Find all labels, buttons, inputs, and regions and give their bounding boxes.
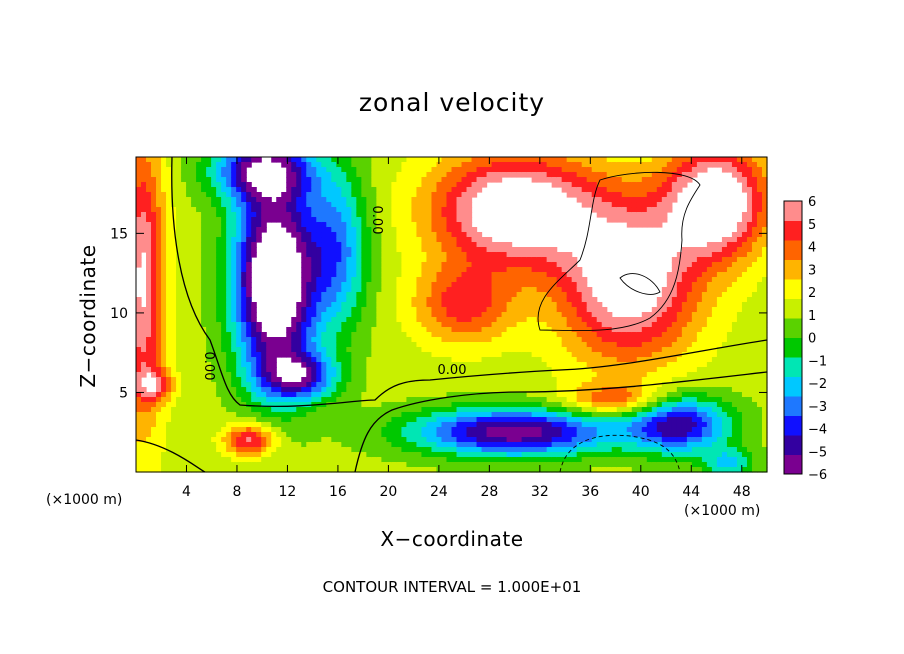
y-tick-label: 15 — [110, 226, 128, 242]
colorbar-swatch — [784, 337, 802, 358]
positive-contour — [619, 273, 661, 295]
x-tick-label: 16 — [329, 484, 347, 500]
x-tick-label: 28 — [480, 484, 498, 500]
colorbar-tick-label: 0 — [808, 332, 816, 347]
colorbar-swatch — [784, 318, 802, 338]
y-tick-label: 10 — [110, 306, 128, 322]
colorbar-swatch — [784, 376, 802, 397]
colorbar-swatch — [784, 279, 802, 299]
colorbar-swatch — [784, 220, 802, 241]
x-tick-label: 8 — [232, 484, 241, 500]
x-unit-label-left: (×1000 m) — [46, 492, 123, 508]
colorbar-swatch — [784, 454, 802, 475]
x-tick-label: 20 — [379, 484, 397, 500]
heatmap-field — [136, 157, 768, 473]
colorbar-swatch — [784, 259, 802, 280]
contour-interval-note: CONTOUR INTERVAL = 1.000E+01 — [322, 578, 582, 596]
colorbar-swatch — [784, 298, 802, 319]
x-tick-label: 44 — [682, 484, 700, 500]
colorbar-tick-label: 1 — [808, 309, 816, 324]
colorbar-swatch — [784, 435, 802, 455]
x-unit-label-right: (×1000 m) — [684, 503, 761, 519]
contour-label: 0.00 — [438, 363, 467, 378]
colorbar-tick-label: 2 — [808, 286, 816, 301]
colorbar-tick-label: −1 — [808, 354, 827, 369]
colorbar-tick-label: 5 — [808, 218, 816, 233]
x-tick-label: 32 — [531, 484, 549, 500]
contour-label: 0.00 — [201, 352, 216, 381]
chart-title: zonal velocity — [358, 88, 546, 117]
x-tick-label: 4 — [182, 484, 191, 500]
zero-contour — [171, 156, 768, 408]
colorbar-tick-label: 4 — [808, 241, 816, 256]
colorbar-swatch — [784, 415, 802, 436]
x-tick-label: 40 — [632, 484, 650, 500]
zero-contour — [135, 371, 768, 473]
colorbar-tick-label: 6 — [808, 195, 816, 210]
colorbar-tick-label: −2 — [808, 377, 827, 392]
x-tick-label: 24 — [430, 484, 448, 500]
colorbar-tick-label: −5 — [808, 445, 827, 460]
colorbar-frame — [783, 200, 803, 475]
colorbar-tick-label: 3 — [808, 263, 816, 278]
colorbar-swatch — [784, 240, 802, 260]
colorbar-swatch — [784, 396, 802, 416]
colorbar-tick-label: −4 — [808, 423, 827, 438]
colorbar-swatch — [784, 357, 802, 377]
plot-frame — [135, 156, 768, 473]
x-tick-label: 36 — [581, 484, 599, 500]
positive-contour — [537, 171, 701, 332]
x-tick-label: 48 — [733, 484, 751, 500]
x-axis-label: X−coordinate — [380, 527, 524, 551]
x-tick-label: 12 — [279, 484, 297, 500]
colorbar-tick-label: −6 — [808, 468, 827, 483]
contour-label: 0.00 — [369, 206, 384, 235]
negative-contour — [559, 434, 681, 473]
colorbar-tick-label: −3 — [808, 400, 827, 415]
y-tick-label: 5 — [119, 385, 128, 401]
colorbar-swatch — [784, 201, 802, 221]
